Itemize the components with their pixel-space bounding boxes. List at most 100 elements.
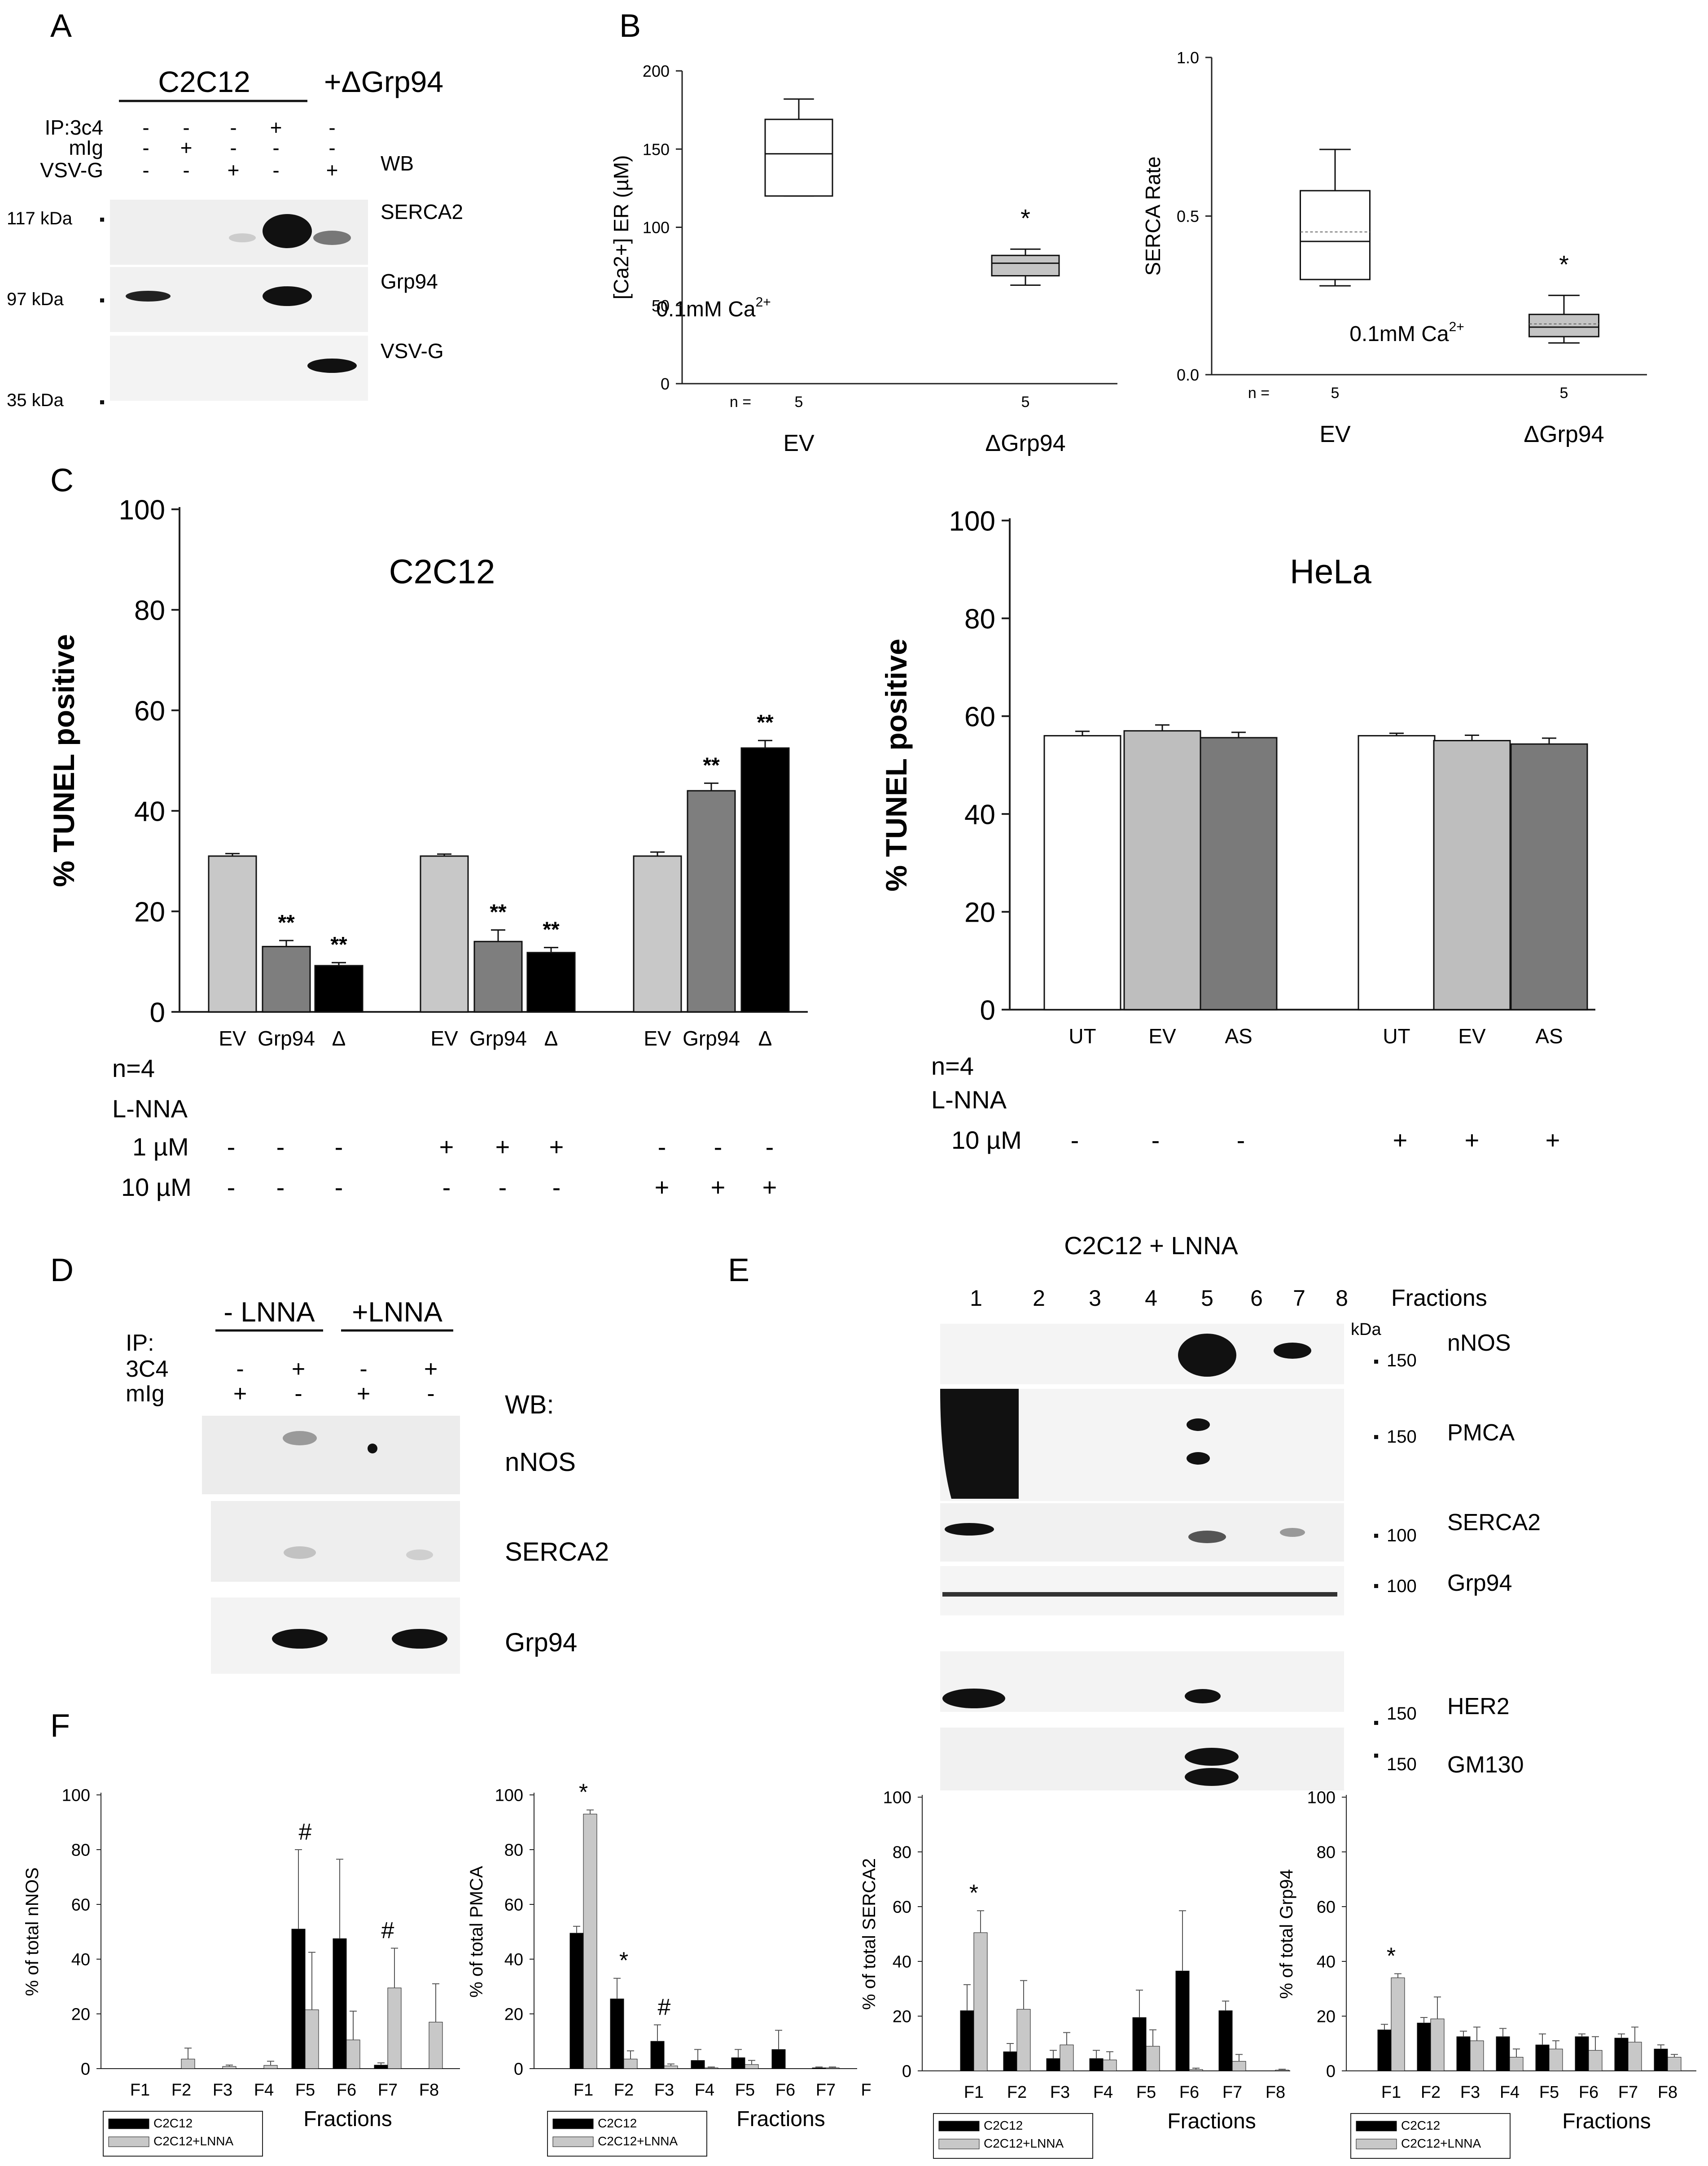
e-markers: 150 150 100 100 150 150 [1374,1351,1417,1774]
ca-note-text: 0.1mM Ca [1349,322,1449,346]
bar [1628,2042,1642,2071]
marker-dot [1374,1360,1378,1364]
band-serca2-dgrp94 [313,231,351,245]
row-label-ip: IP: [126,1330,154,1356]
bar [704,2067,718,2069]
y-tick-label: 0 [980,995,995,1026]
legend: C2C12 C2C12+LNNA [933,2113,1093,2159]
sign-mark: + [439,1133,454,1161]
bar [374,2065,388,2069]
marker-her2: 150 [1387,1704,1417,1724]
y-axis-label: % TUNEL positive [47,634,80,887]
fraction-number: 8 [1336,1286,1348,1311]
chart-title: HeLa [1290,553,1371,591]
category-label: F5 [295,2081,315,2100]
category-label: F [861,2081,871,2100]
bar [1535,2044,1550,2071]
bar [1043,735,1121,1011]
category-label: F7 [1618,2083,1638,2102]
category-label: F4 [1500,2083,1520,2102]
band-nnos-f5 [1178,1334,1236,1377]
band-label-her2: HER2 [1447,1693,1510,1720]
bar [1456,2036,1471,2071]
band-gm130 [1185,1768,1239,1786]
band-label-vsvg: VSV-G [381,339,444,363]
chart-tunel-c2c12: 0 20 40 60 80 100 % TUNEL positive C2C12 EV Grp94… [47,494,808,1050]
n-label: n = [1248,385,1270,402]
bar [1470,2040,1484,2071]
sign-mark: + [424,1356,438,1382]
band-grp94-lane1 [126,291,171,302]
chart-serca2-fractions: 0 20 40 60 80 100 % of total SERCA2 F1 * F2 F3 F4 F5… [859,1789,1290,2159]
category-label: EV [219,1027,246,1050]
bar [333,1938,347,2069]
bar [1614,2038,1629,2071]
y-tick-label: 20 [893,2008,911,2026]
legend-label: C2C12 [598,2116,637,2130]
bar [1218,2010,1233,2071]
band-grp94 [942,1592,1337,1597]
bar [291,1929,306,2069]
bar [960,2010,974,2071]
category-label: EV [1458,1024,1486,1048]
marker-nnos: 150 [1387,1351,1417,1370]
bar [473,941,523,1013]
band-vsvg [307,359,357,373]
c2c12-dose2-label: 10 µM [121,1173,192,1201]
bar [1391,1978,1405,2071]
bar [1654,2048,1668,2071]
category-label: ΔGrp94 [1524,421,1604,447]
category-label: EV [783,430,815,456]
sign-mark: - [142,116,149,139]
y-axis-label: % of total Grp94 [1277,1869,1296,1999]
significance-mark: ** [757,711,774,735]
y-tick-label: 40 [964,799,995,830]
category-label: F6 [775,2081,795,2100]
y-tick-label: 80 [134,595,165,626]
y-tick-label: 150 [643,140,670,158]
category-label: F1 [1381,2083,1401,2102]
x-axis-label: Fractions [736,2107,825,2131]
sign-mark: - [328,116,335,139]
bar [1358,735,1436,1011]
y-tick-label: 0 [902,2062,911,2081]
marker-dot [1374,1754,1378,1758]
sign-mark: - [142,136,149,159]
y-tick-label: 80 [71,1841,90,1860]
y-tick-label: 60 [893,1898,911,1917]
sign-mark: + [326,158,338,182]
significance-mark: * [1387,1943,1396,1969]
category-label: F8 [1658,2083,1677,2102]
sign-mark: - [552,1173,561,1201]
ca-note-text: 0.1mM Ca [656,298,756,321]
sign-mark: + [1465,1126,1480,1154]
ca-note-sup: 2+ [1449,319,1464,334]
category-label: F6 [1179,2083,1199,2102]
legend-swatch [552,2136,594,2147]
bar [305,2009,319,2069]
significance-mark: * [619,1948,628,1974]
y-tick-label: 20 [134,897,165,928]
legend-swatch [552,2118,594,2129]
panel-e: C2C12 + LNNA 1 2 3 4 5 6 7 8 Fractions kDa 150 … [940,1231,1541,1790]
category-label: F2 [614,2081,634,2100]
category-label: F1 [130,2081,150,2100]
significance-mark: ** [543,918,560,942]
y-tick-label: 0 [661,375,670,393]
panel-d: - LNNA +LNNA IP: 3C4 mIg - + - ++ - + - WB: nN… [126,1297,609,1674]
y-tick-label: 100 [883,1789,911,1807]
c2c12-dose1-label: 1 µM [132,1133,189,1161]
category-label: Grp94 [683,1027,740,1050]
blot-strip-serca2 [211,1501,460,1582]
bar [1232,2061,1246,2071]
fraction-number: 5 [1201,1286,1213,1311]
sign-mark: - [714,1133,723,1161]
panel-label-e: E [728,1252,749,1288]
legend-label: C2C12 [153,2116,193,2130]
category-label: EV [1319,421,1351,447]
sign-mark: - [1237,1126,1245,1154]
marker-serca2: 100 [1387,1526,1417,1545]
bar [346,2039,360,2069]
row-label-mig: mIg [69,136,103,159]
panel-c-conditions: n=4 L-NNA 1 µM 10 µM n=4 L-NNA 10 µM - - -… [112,1052,1560,1201]
